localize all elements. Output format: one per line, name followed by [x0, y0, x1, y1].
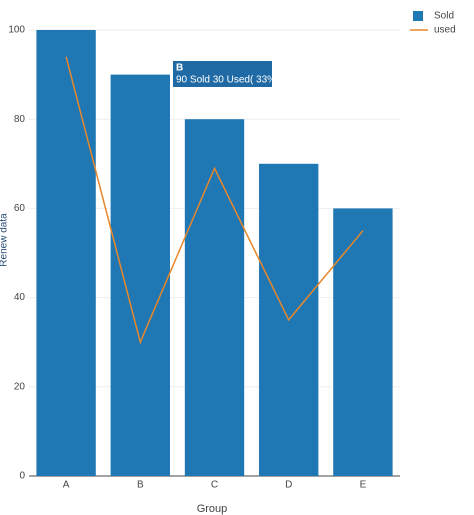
y-tick-label: 60: [14, 203, 26, 214]
bar: [36, 30, 96, 476]
y-tick-label: 0: [19, 471, 25, 482]
x-axis-label: Group: [197, 503, 228, 515]
x-tick-label: C: [211, 480, 218, 491]
x-tick-label: D: [285, 480, 292, 491]
y-axis-label: Renew data: [0, 213, 10, 267]
line: [65, 56, 364, 345]
tooltip-text: 90 Sold 30 Used( 33%): [176, 75, 279, 86]
legend-label: Sold: [434, 11, 454, 22]
y-tick-label: 80: [14, 114, 26, 125]
legend-label: used: [434, 25, 456, 36]
tooltip-box: [173, 61, 272, 87]
x-tick-label: E: [360, 480, 367, 491]
y-tick-label: 20: [14, 381, 26, 392]
bar: [110, 74, 170, 476]
x-tick-label: B: [137, 480, 144, 491]
x-tick-label: A: [63, 480, 70, 491]
legend-swatch: [413, 11, 423, 21]
tooltip-title: B: [176, 63, 183, 74]
bar: [184, 119, 245, 476]
tooltip: B90 Sold 30 Used( 33%): [173, 61, 279, 87]
y-tick-label: 40: [14, 292, 26, 303]
y-tick-label: 100: [8, 25, 25, 36]
bar: [333, 208, 393, 476]
